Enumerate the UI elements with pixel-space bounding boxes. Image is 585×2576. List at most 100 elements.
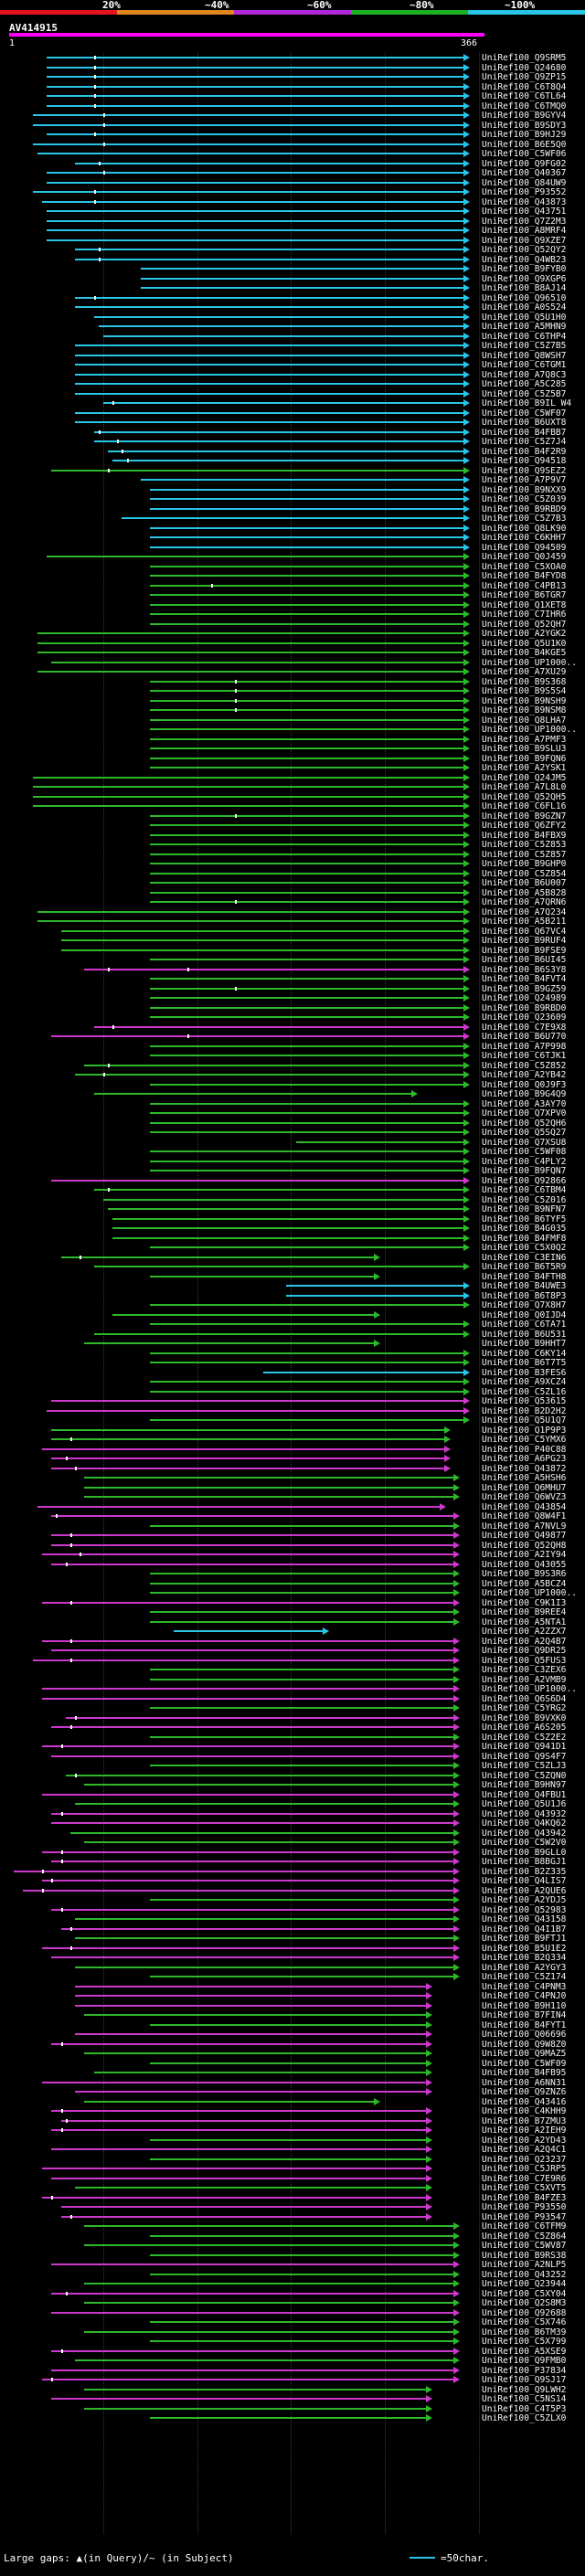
alignment-row[interactable]: UniRef100_Q0IJD4	[0, 1310, 585, 1320]
alignment-label[interactable]: UniRef100_Q52QH8	[482, 1540, 567, 1551]
alignment-label[interactable]: UniRef100_Q23609	[482, 1012, 567, 1023]
alignment-row[interactable]: UniRef100_B4FB95	[0, 2068, 585, 2078]
alignment-row[interactable]: UniRef100_C5ZLX0	[0, 2413, 585, 2423]
alignment-label[interactable]: UniRef100_Q5U1Q7	[482, 1415, 567, 1426]
alignment-row[interactable]: UniRef100_A2YSK1	[0, 763, 585, 773]
alignment-row[interactable]: UniRef100_C5JRP5	[0, 2164, 585, 2174]
alignment-row[interactable]: UniRef100_Q5U1Q7	[0, 1415, 585, 1426]
alignment-label[interactable]: UniRef100_B9GYV4	[482, 111, 567, 121]
alignment-bar[interactable]	[37, 632, 464, 634]
alignment-bar[interactable]	[74, 1803, 455, 1805]
alignment-bar[interactable]	[69, 1831, 455, 1834]
alignment-bar[interactable]	[150, 575, 464, 577]
alignment-row[interactable]: UniRef100_Q9LWH2	[0, 2385, 585, 2395]
alignment-bar[interactable]	[150, 2234, 455, 2237]
alignment-row[interactable]: UniRef100_Q9XGP6	[0, 274, 585, 284]
alignment-bar[interactable]	[74, 1985, 427, 1988]
alignment-bar[interactable]	[93, 1025, 464, 1028]
alignment-bar[interactable]	[51, 2148, 427, 2150]
alignment-row[interactable]: UniRef100_C4PNM3	[0, 1982, 585, 1992]
alignment-label[interactable]: UniRef100_UP1000..	[482, 1684, 577, 1694]
alignment-label[interactable]: UniRef100_A5NTA1	[482, 1617, 567, 1627]
alignment-label[interactable]: UniRef100_C5ZQN0	[482, 1770, 567, 1781]
alignment-row[interactable]: UniRef100_C5Z2E2	[0, 1733, 585, 1743]
alignment-row[interactable]: UniRef100_B9S368	[0, 677, 585, 687]
alignment-label[interactable]: UniRef100_Q9FMB0	[482, 2356, 567, 2366]
alignment-label[interactable]: UniRef100_B9NSH9	[482, 695, 567, 706]
alignment-label[interactable]: UniRef100_A7PMF3	[482, 734, 567, 745]
alignment-row[interactable]: UniRef100_C5Z852	[0, 1061, 585, 1071]
alignment-row[interactable]: UniRef100_A5MHN9	[0, 322, 585, 332]
alignment-row[interactable]: UniRef100_C5X0Q2	[0, 1243, 585, 1253]
alignment-row[interactable]: UniRef100_UP1000..	[0, 1588, 585, 1598]
alignment-bar[interactable]	[65, 1774, 455, 1776]
alignment-bar[interactable]	[41, 1745, 455, 1747]
alignment-bar[interactable]	[150, 1246, 464, 1248]
alignment-row[interactable]: UniRef100_A0S524	[0, 302, 585, 313]
alignment-row[interactable]: UniRef100_B6T8P3	[0, 1291, 585, 1301]
alignment-bar[interactable]	[41, 1447, 446, 1450]
alignment-label[interactable]: UniRef100_A8MRF4	[482, 226, 567, 236]
alignment-row[interactable]: UniRef100_A2ZZX7	[0, 1627, 585, 1637]
alignment-bar[interactable]	[150, 1006, 464, 1009]
alignment-bar[interactable]	[74, 421, 464, 423]
alignment-row[interactable]: UniRef100_Q0J459	[0, 552, 585, 562]
alignment-bar[interactable]	[47, 219, 464, 222]
alignment-bar[interactable]	[60, 2206, 427, 2208]
alignment-bar[interactable]	[150, 853, 464, 855]
alignment-bar[interactable]	[150, 1390, 464, 1393]
alignment-row[interactable]: UniRef100_Q96510	[0, 293, 585, 303]
alignment-row[interactable]: UniRef100_C7E9R6	[0, 2174, 585, 2184]
alignment-bar[interactable]	[84, 2330, 455, 2333]
alignment-bar[interactable]	[51, 1438, 446, 1440]
alignment-label[interactable]: UniRef100_Q9LWH2	[482, 2384, 567, 2395]
alignment-label[interactable]: UniRef100_C5Z2E2	[482, 1732, 567, 1743]
alignment-row[interactable]: UniRef100_C3EIN6	[0, 1253, 585, 1263]
alignment-row[interactable]: UniRef100_Q4I1B7	[0, 1924, 585, 1935]
alignment-bar[interactable]	[93, 430, 464, 433]
alignment-label[interactable]: UniRef100_Q7X8H7	[482, 1300, 567, 1310]
alignment-bar[interactable]	[150, 1620, 455, 1623]
alignment-bar[interactable]	[150, 978, 464, 980]
alignment-label[interactable]: UniRef100_C6TFM9	[482, 2221, 567, 2231]
alignment-label[interactable]: UniRef100_C5Z5B7	[482, 388, 567, 399]
alignment-label[interactable]: UniRef100_B4UWE3	[482, 1281, 567, 1291]
alignment-label[interactable]: UniRef100_C4PLY2	[482, 1156, 567, 1167]
alignment-bar[interactable]	[60, 2215, 427, 2218]
alignment-bar[interactable]	[150, 767, 464, 769]
alignment-bar[interactable]	[51, 1726, 455, 1728]
alignment-label[interactable]: UniRef100_Q0IJD4	[482, 1309, 567, 1320]
alignment-bar[interactable]	[150, 1121, 464, 1124]
alignment-label[interactable]: UniRef100_B4FTH8	[482, 1271, 567, 1282]
alignment-bar[interactable]	[150, 2138, 427, 2141]
alignment-row[interactable]: UniRef100_A2YB42	[0, 1070, 585, 1080]
alignment-label[interactable]: UniRef100_B9VXK0	[482, 1712, 567, 1723]
alignment-bar[interactable]	[112, 1217, 464, 1220]
alignment-label[interactable]: UniRef100_A5B211	[482, 917, 567, 927]
alignment-bar[interactable]	[150, 709, 464, 711]
alignment-bar[interactable]	[51, 1458, 446, 1459]
alignment-label[interactable]: UniRef100_C5XY04	[482, 2288, 567, 2299]
alignment-row[interactable]: UniRef100_Q1XET8	[0, 600, 585, 610]
alignment-bar[interactable]	[74, 249, 464, 250]
alignment-label[interactable]: UniRef100_P93550	[482, 2202, 567, 2212]
alignment-bar[interactable]	[150, 1582, 455, 1585]
alignment-label[interactable]: UniRef100_A5MHN9	[482, 322, 567, 332]
alignment-bar[interactable]	[84, 1477, 455, 1479]
alignment-bar[interactable]	[32, 114, 464, 116]
alignment-bar[interactable]	[150, 833, 464, 836]
alignment-row[interactable]: UniRef100_A2YD43	[0, 2136, 585, 2146]
alignment-label[interactable]: UniRef100_A3AY70	[482, 1098, 567, 1109]
alignment-label[interactable]: UniRef100_B6S3Y8	[482, 964, 567, 975]
alignment-label[interactable]: UniRef100_C5ZL16	[482, 1386, 567, 1397]
alignment-label[interactable]: UniRef100_B4FBB7	[482, 427, 567, 438]
alignment-row[interactable]: UniRef100_C5Z857	[0, 850, 585, 860]
alignment-row[interactable]: UniRef100_B9REE4	[0, 1607, 585, 1617]
alignment-label[interactable]: UniRef100_C5X799	[482, 2337, 567, 2347]
alignment-bar[interactable]	[32, 805, 464, 807]
alignment-bar[interactable]	[32, 795, 464, 798]
alignment-row[interactable]: UniRef100_B9G4Q9	[0, 1089, 585, 1099]
alignment-label[interactable]: UniRef100_C5JRP5	[482, 2164, 567, 2174]
alignment-row[interactable]: UniRef100_B9RS38	[0, 2251, 585, 2261]
alignment-row[interactable]: UniRef100_UP1000..	[0, 725, 585, 735]
